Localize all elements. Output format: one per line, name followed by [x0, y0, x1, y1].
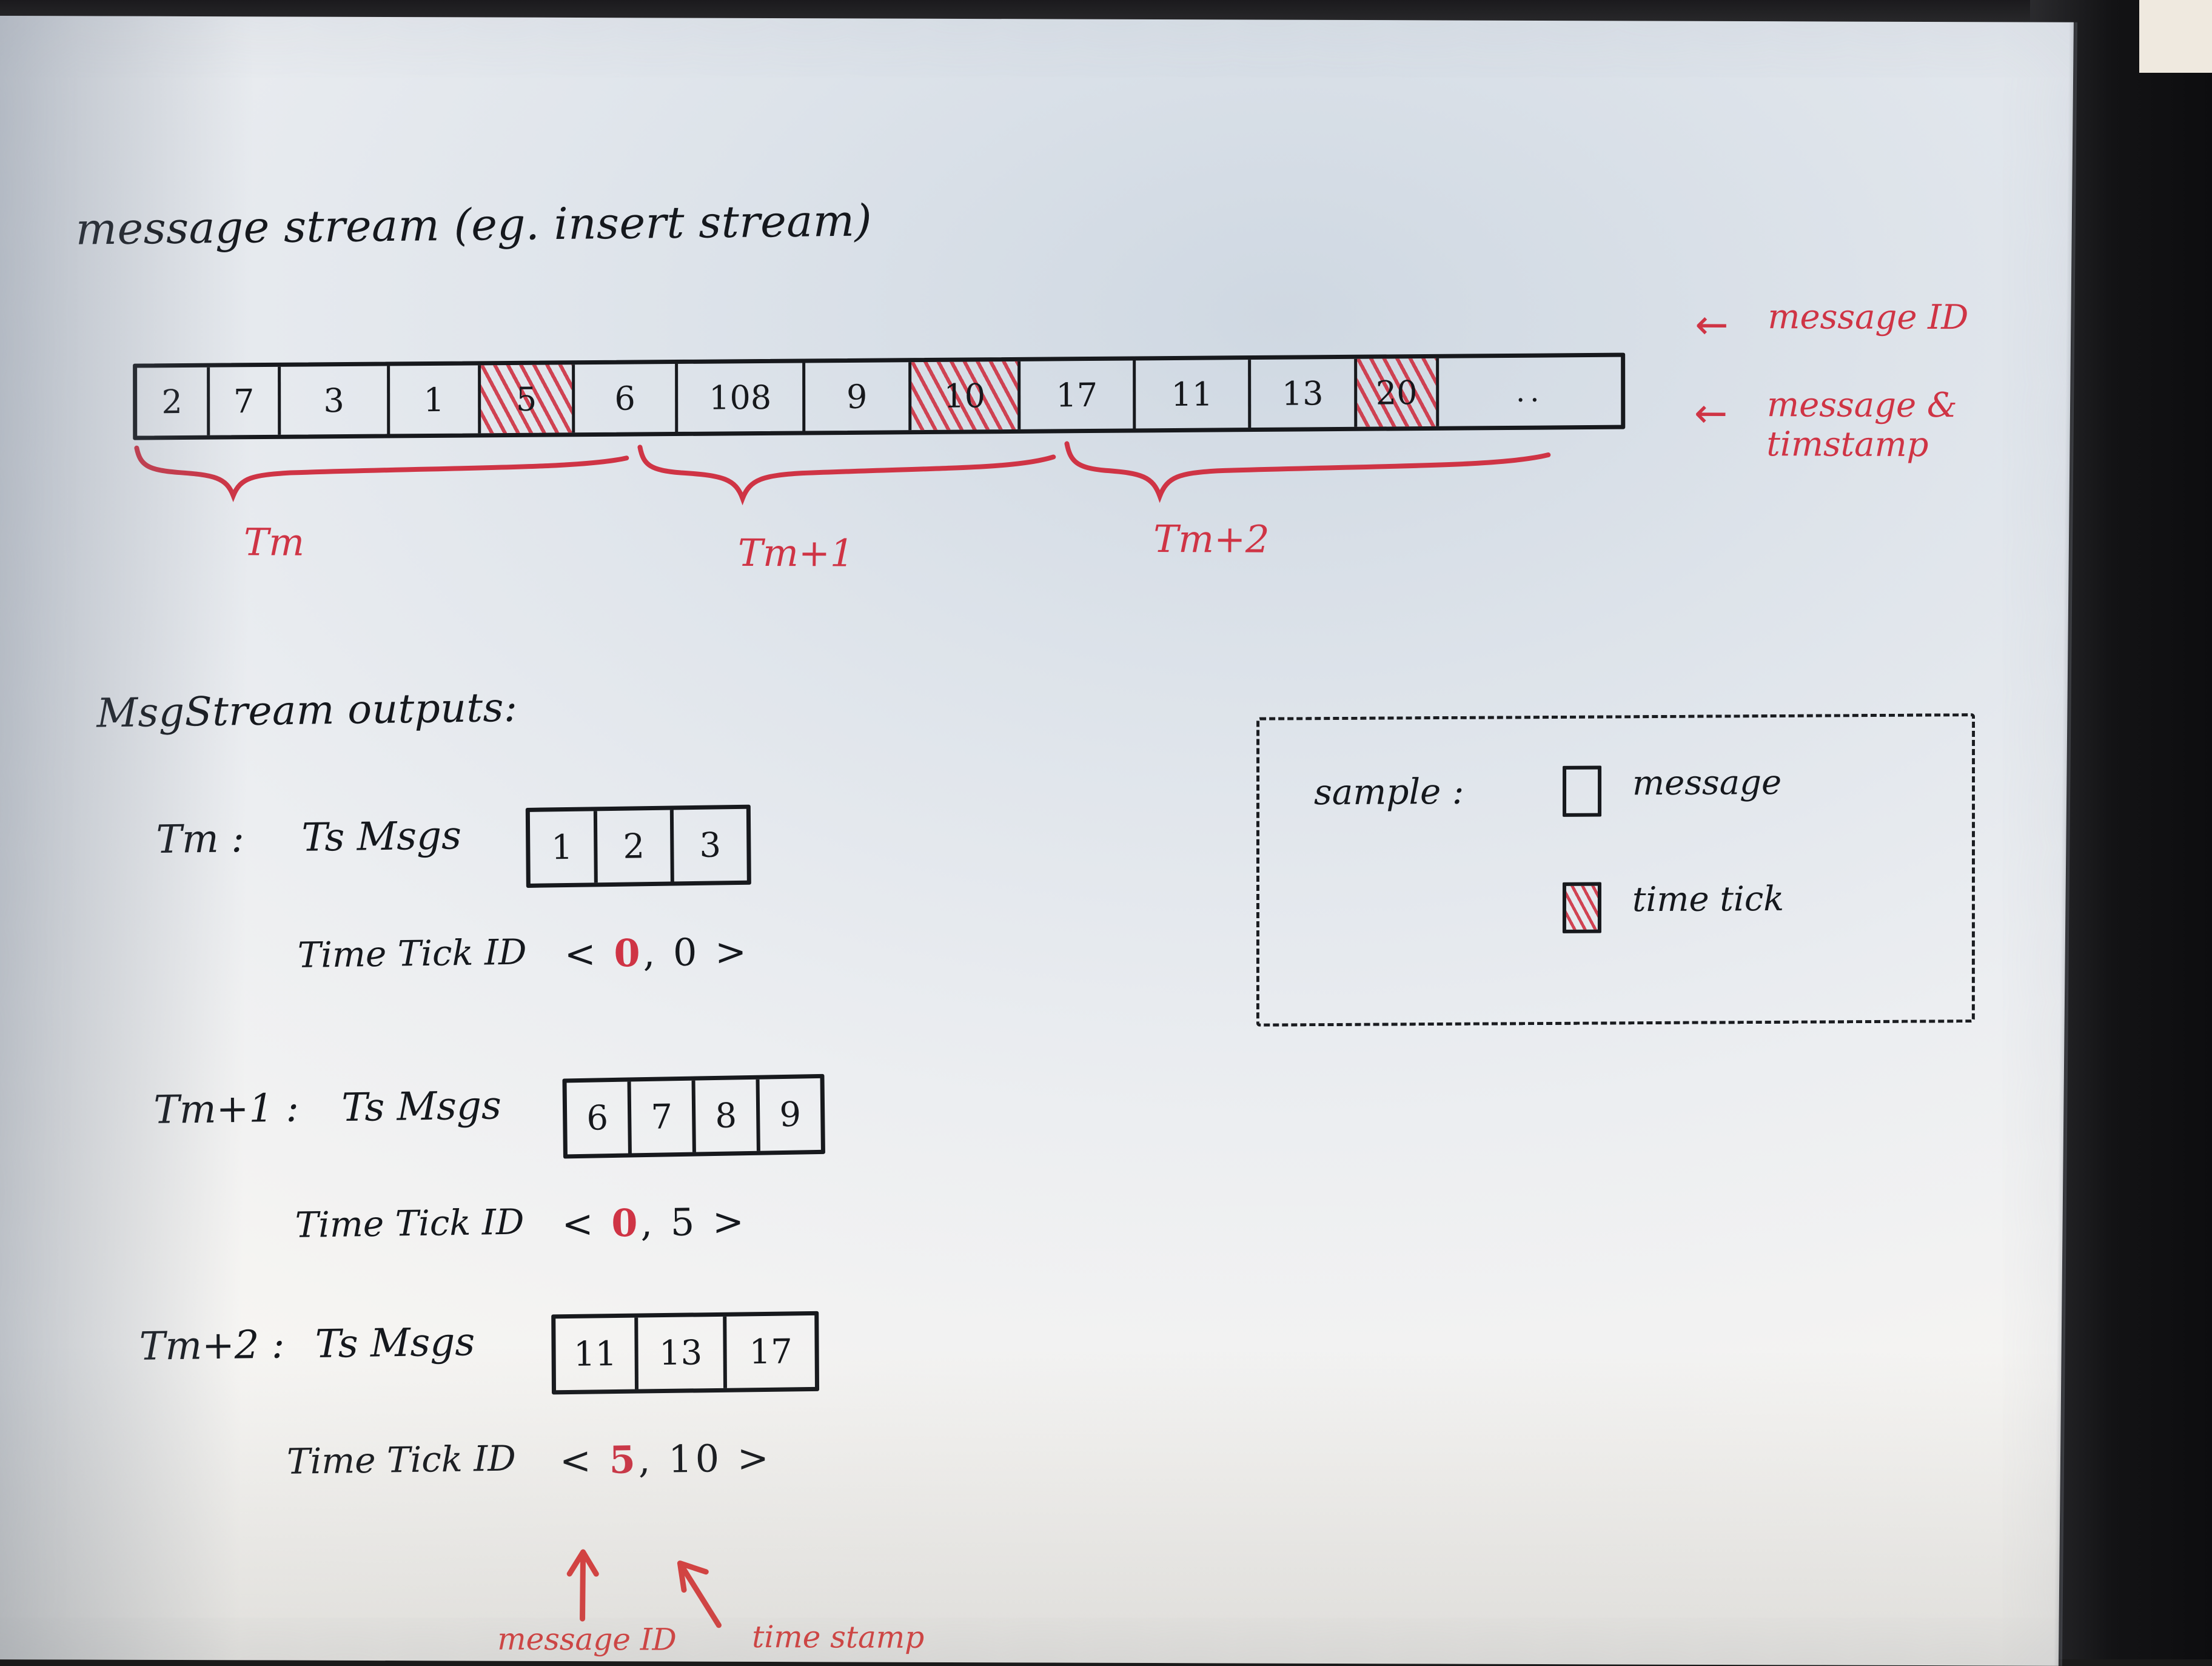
output-msg-cell: 17: [726, 1315, 815, 1388]
timetick-label-0: Time Tick ID: [297, 931, 526, 975]
legend-title: sample :: [1314, 771, 1464, 813]
timetick-timestamp: 10: [668, 1436, 723, 1481]
stream-cell-value: 108: [709, 378, 771, 417]
stream-cell-6: 1086: [678, 363, 805, 432]
window-label-tm1: Tm+1: [737, 531, 854, 576]
timetick-comma: ,: [638, 1437, 669, 1482]
legend-box: sample : message time tick: [1256, 713, 1975, 1027]
stream-cell-1: 71: [210, 367, 281, 435]
outputs-heading: MsgStream outputs:: [96, 684, 518, 737]
timetick-message-id: 5: [609, 1437, 638, 1482]
output-msg-cell: 1: [530, 811, 598, 884]
stream-cell-2: 32: [281, 366, 390, 434]
message-timestamp-arrow-icon: ←: [1694, 390, 1729, 437]
message-stream-table: 207132135465108697108179111013112012..: [133, 353, 1625, 440]
timetick-close-bracket: >: [697, 1199, 747, 1244]
stream-cell-value: 7: [233, 382, 254, 420]
stream-cell-value: 3: [323, 381, 344, 420]
timetick-message-id: 0: [611, 1201, 641, 1246]
page-title: message stream (eg. insert stream): [76, 195, 873, 254]
timetick-timestamp: 5: [671, 1200, 698, 1244]
stream-cell-0: 20: [137, 368, 210, 436]
output-msg-cell: 7: [631, 1081, 696, 1154]
stream-cell-value: 20: [1376, 374, 1418, 412]
paper-sheet: message stream (eg. insert stream) 20713…: [0, 16, 2074, 1666]
stream-cell-9: 179: [1021, 360, 1136, 429]
timetick-open-bracket: <: [560, 1438, 609, 1483]
timetick-comma: ,: [640, 1200, 671, 1245]
legend-swatch-message: [1563, 766, 1601, 817]
output-msg-cell: 9: [760, 1078, 821, 1151]
stream-cell-value: 13: [1282, 374, 1324, 413]
stream-cell-value: 5: [516, 380, 537, 418]
photo-vignette-bottom: [0, 1344, 2062, 1666]
desk-corner-highlight: [2139, 0, 2212, 73]
timetick-close-bracket: >: [722, 1436, 772, 1480]
timetick-value-1: < 0, 5 >: [561, 1199, 747, 1246]
output-msgs-label-0: Ts Msgs: [301, 813, 461, 861]
stream-cell-12: 2012: [1357, 358, 1439, 427]
output-msg-cell: 8: [695, 1080, 760, 1152]
output-msg-cell: 2: [597, 810, 674, 883]
stream-cell-value: 17: [1056, 375, 1098, 414]
output-msg-cell: 11: [555, 1318, 638, 1391]
timetick-label-1: Time Tick ID: [295, 1201, 524, 1245]
output-group-name-2: Tm+2 :: [139, 1322, 284, 1369]
stream-cell-11: 1311: [1251, 359, 1357, 428]
legend-label-message: message: [1632, 763, 1781, 803]
stream-cell-3: 13: [390, 365, 481, 434]
output-group-name-1: Tm+1 :: [153, 1086, 299, 1133]
message-id-arrow-icon: ←: [1695, 301, 1729, 348]
window-label-tm: Tm: [244, 520, 305, 564]
stream-cell-5: 65: [575, 364, 678, 432]
timetick-comma: ,: [643, 930, 673, 975]
timetick-open-bracket: <: [564, 931, 614, 976]
timetick-value-0: < 0, 0 >: [564, 929, 749, 976]
stream-cell-value: 6: [614, 379, 635, 417]
footnote-time-stamp: time stamp: [752, 1619, 924, 1655]
legend-label-time-tick: time tick: [1632, 879, 1784, 919]
message-timestamp-callout: message & timstamp: [1766, 385, 2070, 465]
timetick-value-2: < 5, 10 >: [560, 1436, 772, 1483]
stream-cell-value: 1: [423, 380, 444, 418]
stream-cell-7: 97: [805, 362, 911, 431]
legend-swatch-time-tick: [1563, 882, 1601, 933]
window-label-tm2: Tm+2: [1153, 517, 1270, 562]
output-msg-cell: 6: [567, 1081, 632, 1154]
stream-cell-value: 10: [943, 377, 985, 415]
output-msgs-label-2: Ts Msgs: [315, 1320, 475, 1367]
stream-cell-value: 2: [161, 382, 182, 420]
output-group-name-0: Tm :: [156, 816, 244, 862]
stream-cell-4: 54: [481, 364, 575, 433]
output-msg-cell: 3: [674, 809, 747, 882]
timetick-message-id: 0: [614, 931, 643, 976]
timetick-timestamp: 0: [673, 930, 700, 975]
output-msg-cell: 13: [638, 1317, 727, 1389]
stream-cell-8: 108: [911, 361, 1021, 430]
timetick-close-bracket: >: [700, 929, 749, 974]
footnote-message-id: message ID: [497, 1622, 677, 1658]
stream-cell-value: 11: [1171, 375, 1213, 414]
timetick-label-2: Time Tick ID: [287, 1437, 516, 1482]
timetick-open-bracket: <: [561, 1201, 611, 1246]
message-stream-row: 207132135465108697108179111013112012..: [133, 353, 1625, 440]
output-msgs-label-1: Ts Msgs: [341, 1083, 501, 1130]
stream-cell-10: 1110: [1136, 360, 1251, 428]
stream-cell-value: ..: [1516, 375, 1544, 409]
message-id-callout: message ID: [1768, 297, 1969, 337]
stream-cell-value: 9: [846, 377, 867, 415]
stream-cell-13: ..: [1439, 357, 1621, 426]
